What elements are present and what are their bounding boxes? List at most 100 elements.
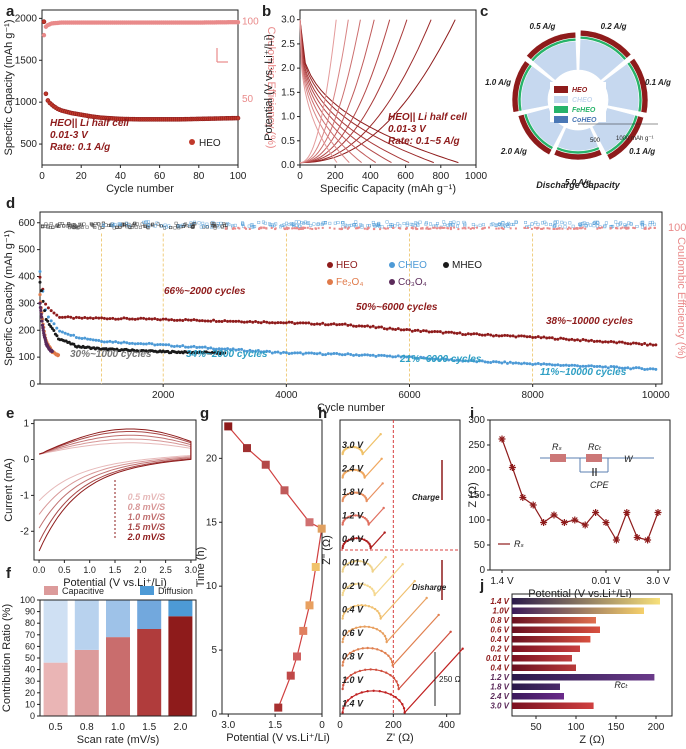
time-point [299, 626, 308, 635]
capacity-point-0 [83, 315, 87, 319]
nyquist-point [342, 683, 345, 687]
ce-point-cheo [371, 220, 375, 224]
capacity-point-0 [477, 333, 481, 337]
y2-tick-label: 50 [242, 94, 254, 105]
capacity-point-1 [380, 353, 384, 357]
legend-swatch [554, 116, 568, 123]
capacity-point-4 [38, 301, 42, 305]
nyquist-point [363, 625, 366, 628]
ce-point-heo [561, 227, 564, 230]
capacity-point-0 [519, 334, 523, 338]
capacity-point-0 [354, 324, 358, 328]
ce-point [235, 19, 241, 25]
capacity-point-0 [399, 328, 403, 332]
charge-curve [299, 19, 349, 164]
capacity-point-4 [41, 328, 45, 332]
ce-point-cheo [274, 222, 278, 226]
capacity-point-1 [363, 353, 367, 357]
capacity-point-0 [153, 317, 157, 321]
capacity-point-1 [116, 341, 120, 345]
ce-point-cheo [623, 223, 627, 227]
ce-point-cheo [333, 221, 337, 225]
impedance-bar [512, 674, 655, 681]
capacity-point-0 [102, 316, 106, 320]
nyquist-point [379, 617, 382, 620]
x-tick-label: 60 [154, 171, 166, 182]
retention-annotation: 50%~6000 cycles [356, 302, 438, 313]
ce-point-mheo [46, 224, 50, 228]
ce-point-heo [363, 227, 366, 230]
capacity-point-0 [97, 316, 101, 320]
time-point [261, 460, 270, 469]
ce-point-cheo [300, 221, 304, 225]
capacity-point-0 [430, 330, 434, 334]
x-tick-label: 1.0 [83, 565, 96, 575]
category-label: 2.4 V [489, 692, 509, 701]
nyquist-point [365, 499, 368, 503]
nyquist-point [389, 693, 393, 696]
ce-point-cheo [177, 224, 181, 227]
ce-point-cheo [210, 225, 213, 229]
ce-point-cheo [429, 222, 432, 226]
capacity-point-2 [40, 289, 44, 293]
ce-point-heo [473, 227, 476, 230]
capacity-point-0 [366, 324, 370, 328]
capacity-point-0 [525, 335, 529, 339]
ce-point-cheo [167, 224, 171, 228]
ce-point-heo [572, 227, 575, 230]
time-curve [227, 426, 323, 708]
capacity-point-0 [186, 318, 190, 322]
nyquist-point [344, 587, 347, 590]
capacity-point-1 [589, 364, 593, 368]
impedance-bar [512, 645, 580, 652]
discharge-curve [299, 19, 376, 164]
impedance-bar [512, 598, 660, 605]
nyquist-point [381, 482, 384, 485]
legend-swatch [554, 86, 568, 93]
nyquist-point [383, 531, 386, 534]
ce-point-heo [397, 226, 400, 229]
capacity-point-1 [214, 347, 218, 351]
capacity-point-1 [519, 362, 523, 366]
capacity-point-0 [564, 337, 568, 341]
nyquist-point [392, 676, 396, 680]
nyquist-point [351, 583, 354, 586]
ce-point-cheo [297, 220, 301, 224]
capacity-point-1 [550, 363, 554, 367]
y-tick-label: 100 [18, 352, 35, 363]
ce-point-heo [258, 228, 261, 231]
nyquist-point [363, 516, 367, 520]
capacity-point-0 [486, 332, 490, 336]
capacity-point-0 [240, 320, 244, 324]
capacity-point-1 [424, 356, 428, 360]
nyquist-point [367, 625, 371, 629]
rs-point [633, 534, 641, 541]
capacity-point-0 [587, 339, 591, 343]
ce-point-heo [523, 226, 526, 229]
ce-point-mheo [134, 225, 138, 229]
charge-curve [299, 19, 337, 164]
ce-point-cheo [188, 223, 192, 227]
capacity-point [235, 115, 241, 121]
capacity-point-0 [643, 342, 647, 346]
ce-point-cheo [512, 222, 516, 226]
ce-point-heo [346, 227, 349, 230]
ce-point-cheo [635, 225, 639, 228]
ce-point-cheo [146, 220, 150, 224]
nyquist-point [342, 707, 345, 710]
nyquist-point [389, 673, 392, 677]
nyquist-point [384, 556, 387, 559]
capacity-point-0 [88, 316, 92, 320]
capacity-point-1 [561, 363, 565, 367]
capacity-point-2 [49, 324, 53, 328]
panel-label-c: c [480, 3, 488, 20]
nyquist-point [375, 627, 379, 631]
ce-point-heo [647, 227, 650, 230]
capacity-point-0 [500, 334, 504, 338]
capacity-point-1 [52, 322, 56, 326]
ce-point-cheo [402, 222, 406, 225]
nyquist-point [342, 566, 346, 569]
ce-point-heo [426, 226, 429, 229]
y-tick-label: 1.5 [281, 87, 295, 98]
capacity-point-0 [491, 334, 495, 338]
